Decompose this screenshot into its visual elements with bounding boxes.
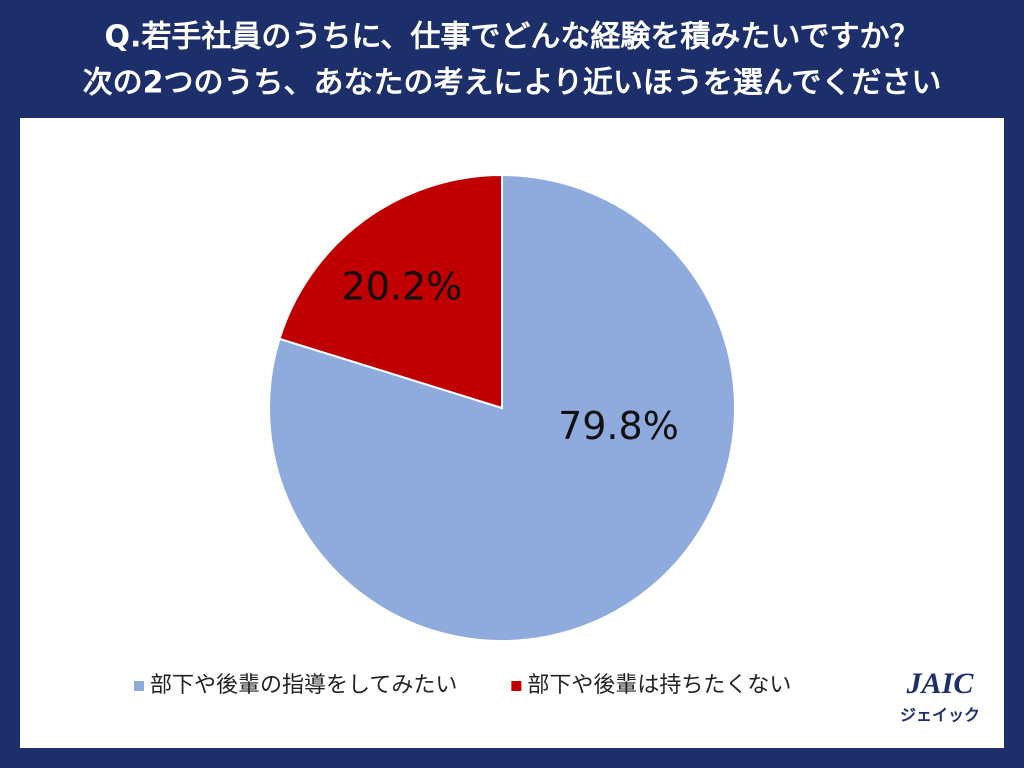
- title-line: Q.若手社員のうちに、仕事でどんな経験を積みたいですか？: [104, 20, 919, 55]
- legend-swatch: [134, 681, 144, 691]
- title-line: 次の2つのうち、あなたの考えにより近いほうを選んでください: [83, 66, 942, 101]
- legend-swatch: [511, 681, 522, 691]
- logo-kana: ジェイック: [900, 706, 980, 725]
- pie-slice: [278, 173, 503, 410]
- legend-label: 部下や後輩は持ちたくない: [527, 673, 791, 698]
- value-label: 20.2%: [342, 265, 463, 309]
- legend-label: 部下や後輩の指導をしてみたい: [150, 673, 457, 698]
- logo-mark: JAIC: [906, 667, 975, 700]
- value-label: 79.8%: [558, 404, 679, 448]
